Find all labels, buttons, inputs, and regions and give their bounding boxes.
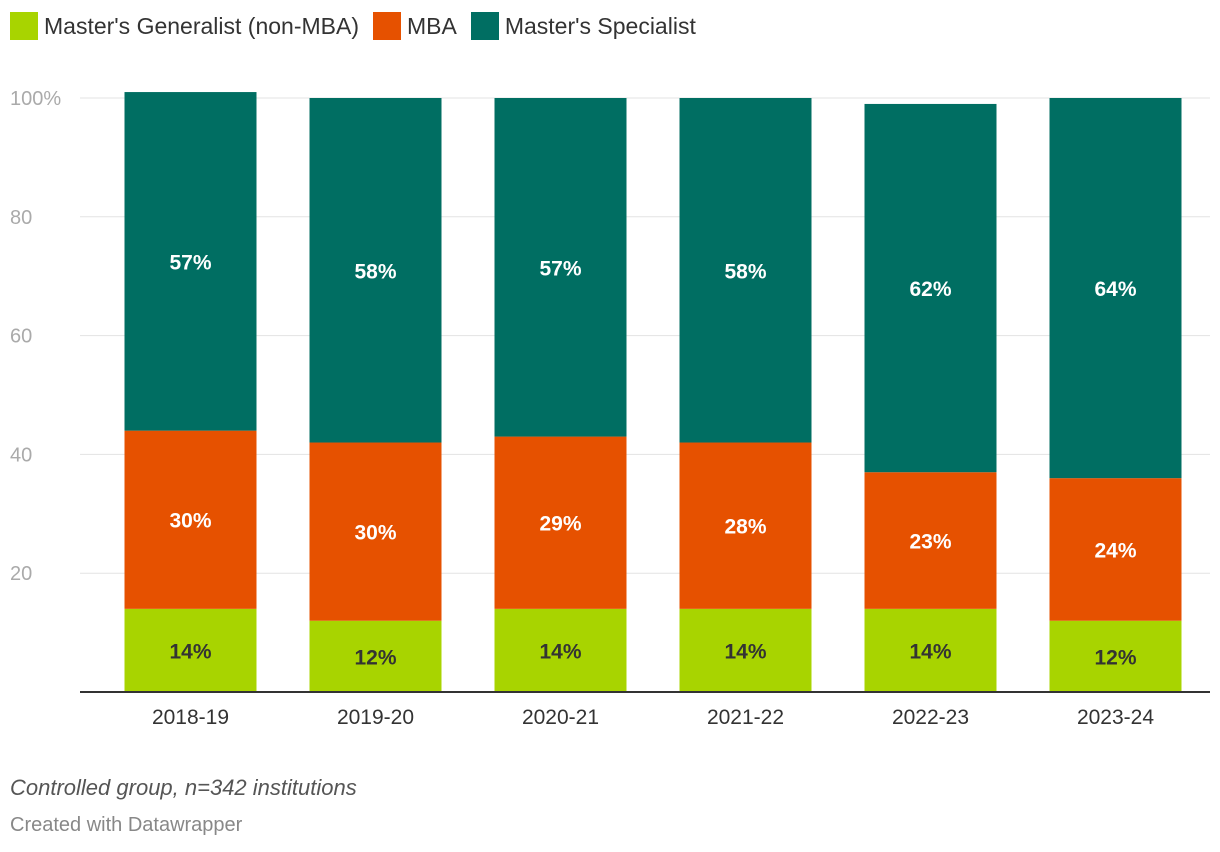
bars	[124, 92, 1182, 692]
y-tick-label: 80	[10, 207, 32, 229]
bar-segment	[309, 620, 442, 692]
bar-value-label: 14%	[724, 640, 766, 663]
bar-segment	[124, 430, 257, 609]
bar-segment	[124, 608, 257, 692]
bar-value-label: 23%	[909, 531, 951, 554]
bar-segment	[494, 436, 627, 609]
bar-value-label: 58%	[354, 260, 396, 283]
legend-item-specialist: Master's Specialist	[470, 12, 696, 40]
y-tick-label: 40	[10, 444, 32, 466]
bar-value-label: 29%	[539, 513, 581, 536]
x-tick-label: 2020-21	[522, 706, 599, 729]
stacked-bar-chart: 14%30%57%12%30%58%14%29%57%14%28%58%14%2…	[10, 88, 1210, 729]
bar-value-label: 57%	[539, 257, 581, 280]
legend-swatch-mba	[372, 12, 401, 40]
chart-note: Controlled group, n=342 institutions	[10, 775, 357, 800]
legend-item-generalist: Master's Generalist (non-MBA)	[10, 12, 359, 40]
bar-value-label: 12%	[354, 646, 396, 669]
legend-label-specialist: Master's Specialist	[504, 12, 696, 39]
bar-segment	[864, 103, 997, 473]
bar-value-label: 24%	[1094, 539, 1136, 562]
bar-value-label: 28%	[724, 516, 766, 539]
bar-value-label: 14%	[169, 640, 211, 663]
bar-segment	[124, 92, 257, 431]
data-labels: 14% 30% 57% 12% 30% 58% 14% 29% 57% 14% 28% 58% 14% 2…	[169, 251, 1136, 669]
bar-segment	[679, 442, 812, 609]
y-tick-label: 60	[10, 326, 32, 348]
x-tick-label: 2023-24	[1077, 706, 1154, 729]
legend-label-mba: MBA	[406, 12, 457, 39]
bar-segment	[864, 472, 997, 609]
bar-value-label: 30%	[354, 522, 396, 545]
bar-segment	[494, 98, 627, 437]
bar-value-label: 58%	[724, 260, 766, 283]
bar-segment	[1049, 98, 1182, 479]
legend-swatch-specialist	[470, 12, 499, 40]
gridlines	[80, 97, 1210, 574]
legend-label-generalist: Master's Generalist (non-MBA)	[44, 12, 359, 39]
legend-item-mba: MBA	[372, 12, 457, 40]
x-tick-label: 2018-19	[152, 706, 229, 729]
legend-swatch-generalist	[10, 12, 38, 40]
bar-value-label: 30%	[169, 510, 211, 533]
bar-value-label: 64%	[1094, 278, 1136, 301]
bar-segment	[309, 442, 442, 621]
bar-value-label: 12%	[1094, 646, 1136, 669]
bar-segment	[679, 98, 812, 443]
chart-credit: Created with Datawrapper	[10, 814, 243, 836]
x-tick-label: 2021-22	[707, 706, 784, 729]
x-tick-label: 2019-20	[337, 706, 414, 729]
bar-segment	[864, 608, 997, 692]
bar-segment	[494, 608, 627, 692]
x-tick-label: 2022-23	[892, 706, 969, 729]
bar-value-label: 62%	[909, 278, 951, 301]
y-tick-label: 100%	[10, 88, 61, 110]
chart-legend: Master's Generalist (non-MBA) MBA Master…	[10, 12, 710, 40]
bar-value-label: 57%	[169, 251, 211, 274]
bar-segment	[309, 98, 442, 443]
y-tick-label: 20	[10, 563, 32, 585]
bar-segment	[1049, 478, 1182, 621]
bar-segment	[679, 608, 812, 692]
axes: 20 40 60 80 100% 2018-19 2019-20 2020-21 2021-22…	[10, 88, 1210, 729]
bar-value-label: 14%	[539, 640, 581, 663]
bar-segment	[1049, 620, 1182, 692]
bar-value-label: 14%	[909, 640, 951, 663]
